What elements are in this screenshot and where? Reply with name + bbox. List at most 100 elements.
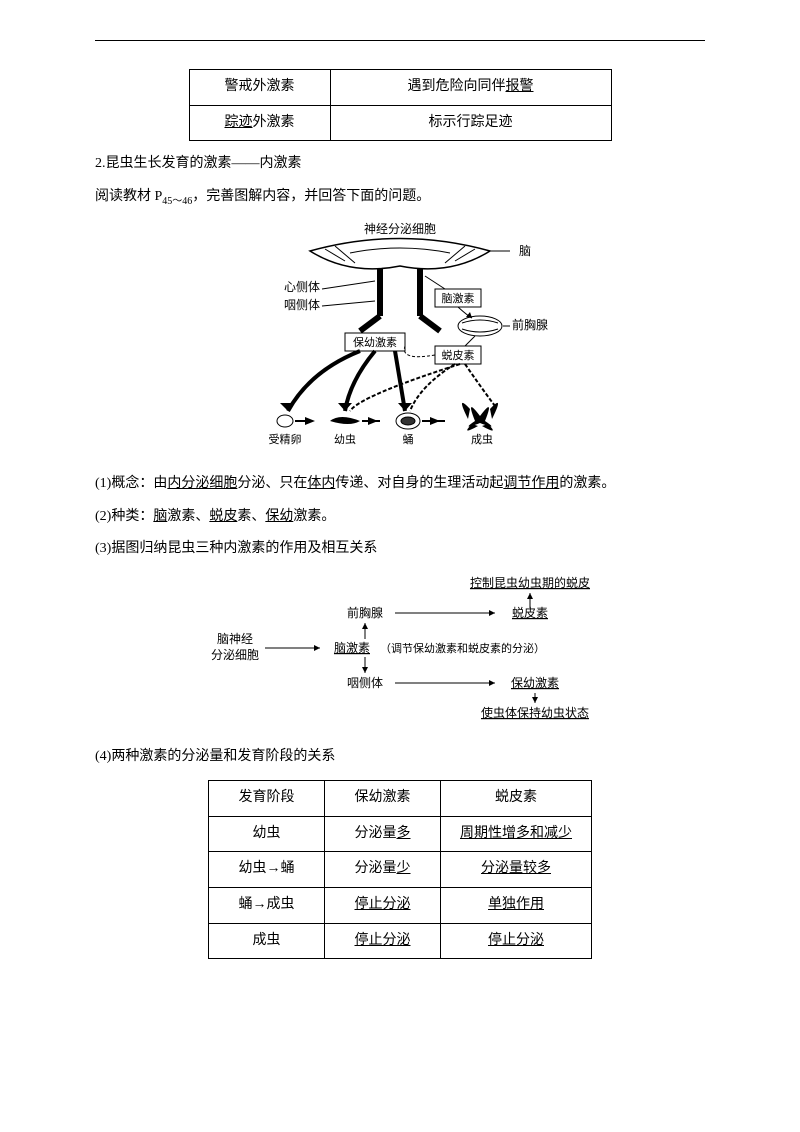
underline-text: 调节作用 — [503, 476, 559, 491]
dashed-arrow — [465, 364, 495, 406]
point2: (2)种类：脑激素、蜕皮素、保幼激素。 — [95, 504, 705, 531]
text: 遇到危险向同伴 — [408, 79, 506, 94]
stem — [380, 269, 420, 316]
subscript: 45～46 — [162, 196, 192, 207]
cell: 停止分泌 — [441, 923, 592, 959]
pheromone-table: 警戒外激素 遇到危险向同伴报警 踪迹外激素 标示行踪足迹 — [189, 69, 612, 141]
point3: (3)据图归纳昆虫三种内激素的作用及相互关系 — [95, 536, 705, 563]
heart-corp-label: 心侧体 — [284, 280, 320, 294]
diagram1-wrap: 神经分泌细胞 脑 心侧体 咽侧体 保幼激素 脑激素 — [95, 221, 705, 462]
table-row: 成虫 停止分泌 停止分泌 — [209, 923, 592, 959]
prothoracic-gland — [458, 316, 502, 336]
page: 警戒外激素 遇到危险向同伴报警 踪迹外激素 标示行踪足迹 2.昆虫生长发育的激素… — [0, 0, 800, 1132]
table-header: 发育阶段 保幼激素 蜕皮素 — [209, 781, 592, 817]
ecdysone-label: 蜕皮素 — [442, 348, 475, 362]
cell: 成虫 — [209, 923, 325, 959]
text: 的激素。 — [559, 476, 615, 491]
text: 警戒外激素 — [225, 79, 295, 94]
text: 激素、 — [167, 509, 209, 524]
juvenile-note: 使虫体保持幼虫状态 — [481, 705, 589, 720]
juvenile-label: 保幼激素 — [353, 335, 397, 349]
table-row: 蛹→成虫 停止分泌 单独作用 — [209, 887, 592, 923]
cell: 标示行踪足迹 — [330, 105, 611, 141]
top-rule — [95, 40, 705, 41]
brain-label: 脑 — [519, 244, 531, 258]
bottom-table-wrap: 发育阶段 保幼激素 蜕皮素 幼虫 分泌量多 周期性增多和减少 幼虫→蛹 分泌量少… — [95, 780, 705, 959]
cell: 单独作用 — [441, 887, 592, 923]
text: 素、 — [237, 509, 265, 524]
underline-text: 保幼 — [265, 509, 293, 524]
cell: 周期性增多和减少 — [441, 816, 592, 852]
cell: 遇到危险向同伴报警 — [330, 70, 611, 106]
arrow — [345, 351, 375, 411]
dashed-arrow — [410, 364, 455, 411]
text: 分泌、只在 — [237, 476, 307, 491]
juvenile-label: 保幼激素 — [511, 676, 559, 690]
heading-text: 2.昆虫生长发育的激素——内激素 — [95, 156, 302, 171]
point4: (4)两种激素的分泌量和发育阶段的关系 — [95, 744, 705, 771]
underline-text: 内分泌细胞 — [167, 476, 237, 491]
brain-inner — [350, 248, 450, 253]
text: (2)种类： — [95, 509, 153, 524]
underline-text: 体内 — [307, 476, 335, 491]
cell: 踪迹外激素 — [189, 105, 330, 141]
cell: 蛹→成虫 — [209, 887, 325, 923]
pharyngeal-label: 咽侧体 — [284, 298, 320, 312]
text: ，完善图解内容，并回答下面的问题。 — [192, 189, 430, 204]
cell: 分泌量多 — [325, 816, 441, 852]
pharyngeal-label: 咽侧体 — [347, 676, 383, 690]
hormone-diagram: 神经分泌细胞 脑 心侧体 咽侧体 保幼激素 脑激素 — [250, 221, 550, 451]
table-row: 踪迹外激素 标示行踪足迹 — [189, 105, 611, 141]
underline-text: 报警 — [506, 79, 534, 94]
cell: 警戒外激素 — [189, 70, 330, 106]
text: (1)概念：由 — [95, 476, 167, 491]
top-table-wrap: 警戒外激素 遇到危险向同伴报警 踪迹外激素 标示行踪足迹 — [95, 69, 705, 141]
diagram2-wrap: 控制昆虫幼虫期的蜕皮 前胸腺 蜕皮素 脑神经 分泌细胞 脑激素 （调节保幼激素和… — [95, 573, 705, 734]
instruction: 阅读教材 P45～46，完善图解内容，并回答下面的问题。 — [95, 184, 705, 211]
stage-table: 发育阶段 保幼激素 蜕皮素 幼虫 分泌量多 周期性增多和减少 幼虫→蛹 分泌量少… — [208, 780, 592, 959]
cell: 幼虫→蛹 — [209, 852, 325, 888]
table-row: 幼虫 分泌量多 周期性增多和减少 — [209, 816, 592, 852]
cell: 停止分泌 — [325, 887, 441, 923]
leader-line — [322, 301, 375, 306]
larva-icon — [330, 417, 360, 424]
pupa-label: 蛹 — [403, 433, 414, 446]
section-heading: 2.昆虫生长发育的激素——内激素 — [95, 151, 705, 178]
header-cell: 发育阶段 — [209, 781, 325, 817]
underline-text: 蜕皮 — [209, 509, 237, 524]
cell: 分泌量少 — [325, 852, 441, 888]
larva-label: 幼虫 — [334, 433, 356, 446]
table-row: 警戒外激素 遇到危险向同伴报警 — [189, 70, 611, 106]
connector — [425, 276, 445, 289]
egg-label: 受精卵 — [269, 433, 302, 446]
table-row: 幼虫→蛹 分泌量少 分泌量较多 — [209, 852, 592, 888]
butterfly-icon — [462, 402, 498, 430]
brain-nerve-2: 分泌细胞 — [211, 648, 259, 662]
egg-icon — [277, 415, 293, 427]
header-cell: 保幼激素 — [325, 781, 441, 817]
leader-line — [322, 281, 375, 289]
text: 阅读教材 P — [95, 189, 162, 204]
header-cell: 蜕皮素 — [441, 781, 592, 817]
cell: 幼虫 — [209, 816, 325, 852]
text: 传递、对自身的生理活动起 — [335, 476, 503, 491]
underline-text: 踪迹 — [225, 115, 253, 130]
prothoracic-label: 前胸腺 — [512, 317, 548, 332]
cell: 分泌量较多 — [441, 852, 592, 888]
brain-nerve-1: 脑神经 — [217, 632, 253, 646]
text: 激素。 — [293, 509, 335, 524]
ecdysone-note: 控制昆虫幼虫期的蜕皮 — [470, 575, 590, 590]
brain-hormone-label: 脑激素 — [334, 641, 370, 655]
point1: (1)概念：由内分泌细胞分泌、只在体内传递、对自身的生理活动起调节作用的激素。 — [95, 471, 705, 498]
brain-hormone-label: 脑激素 — [442, 291, 475, 305]
arrow — [395, 351, 405, 411]
adult-label: 成虫 — [471, 433, 493, 446]
dashed-arrow — [404, 346, 435, 357]
arrow — [288, 351, 360, 411]
ecdysone-label: 蜕皮素 — [512, 606, 548, 620]
text: 外激素 — [253, 115, 295, 130]
cell: 停止分泌 — [325, 923, 441, 959]
text: 标示行踪足迹 — [429, 115, 513, 130]
prothoracic-label: 前胸腺 — [347, 605, 383, 620]
underline-text: 脑 — [153, 509, 167, 524]
